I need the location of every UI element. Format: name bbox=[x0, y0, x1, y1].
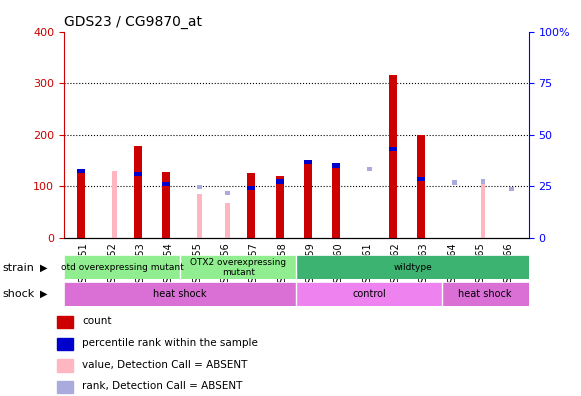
Bar bbox=[480, 181, 486, 238]
Text: GDS23 / CG9870_at: GDS23 / CG9870_at bbox=[64, 15, 202, 29]
Text: value, Detection Call = ABSENT: value, Detection Call = ABSENT bbox=[83, 360, 248, 369]
Text: otd overexpressing mutant: otd overexpressing mutant bbox=[60, 263, 184, 272]
Bar bbox=[225, 191, 231, 195]
Bar bbox=[248, 173, 255, 238]
Text: ▶: ▶ bbox=[40, 289, 47, 299]
Bar bbox=[304, 162, 312, 238]
Text: wildtype: wildtype bbox=[393, 263, 432, 272]
Bar bbox=[417, 177, 425, 181]
Text: ▶: ▶ bbox=[40, 263, 47, 273]
Bar bbox=[276, 179, 284, 183]
Text: shock: shock bbox=[3, 289, 35, 299]
Bar bbox=[304, 160, 312, 164]
Bar bbox=[57, 381, 73, 393]
Bar bbox=[296, 255, 529, 279]
Bar bbox=[197, 194, 202, 238]
Text: rank, Detection Call = ABSENT: rank, Detection Call = ABSENT bbox=[83, 381, 243, 391]
Bar bbox=[276, 176, 284, 238]
Bar bbox=[248, 186, 255, 190]
Bar bbox=[134, 172, 142, 176]
Text: heat shock: heat shock bbox=[153, 289, 207, 299]
Bar bbox=[57, 316, 73, 328]
Bar bbox=[296, 282, 442, 306]
Bar bbox=[332, 164, 340, 168]
Bar bbox=[442, 282, 529, 306]
Bar bbox=[57, 338, 73, 350]
Bar bbox=[197, 185, 202, 189]
Bar bbox=[180, 255, 296, 279]
Bar bbox=[480, 179, 486, 183]
Text: heat shock: heat shock bbox=[458, 289, 512, 299]
Text: percentile rank within the sample: percentile rank within the sample bbox=[83, 338, 258, 348]
Bar bbox=[77, 169, 85, 173]
Bar bbox=[112, 171, 117, 238]
Bar bbox=[77, 173, 85, 238]
Bar bbox=[389, 147, 397, 151]
Bar bbox=[452, 181, 457, 185]
Bar bbox=[134, 146, 142, 238]
Bar bbox=[64, 282, 296, 306]
Text: count: count bbox=[83, 316, 112, 326]
Bar bbox=[64, 255, 180, 279]
Bar bbox=[162, 172, 170, 238]
Bar bbox=[367, 167, 372, 171]
Text: OTX2 overexpressing
mutant: OTX2 overexpressing mutant bbox=[190, 258, 286, 277]
Text: strain: strain bbox=[3, 263, 35, 273]
Bar bbox=[162, 182, 170, 186]
Bar bbox=[332, 166, 340, 238]
Bar bbox=[417, 135, 425, 238]
Bar bbox=[509, 187, 514, 191]
Bar bbox=[57, 360, 73, 371]
Bar bbox=[389, 75, 397, 238]
Text: control: control bbox=[352, 289, 386, 299]
Bar bbox=[225, 203, 231, 238]
